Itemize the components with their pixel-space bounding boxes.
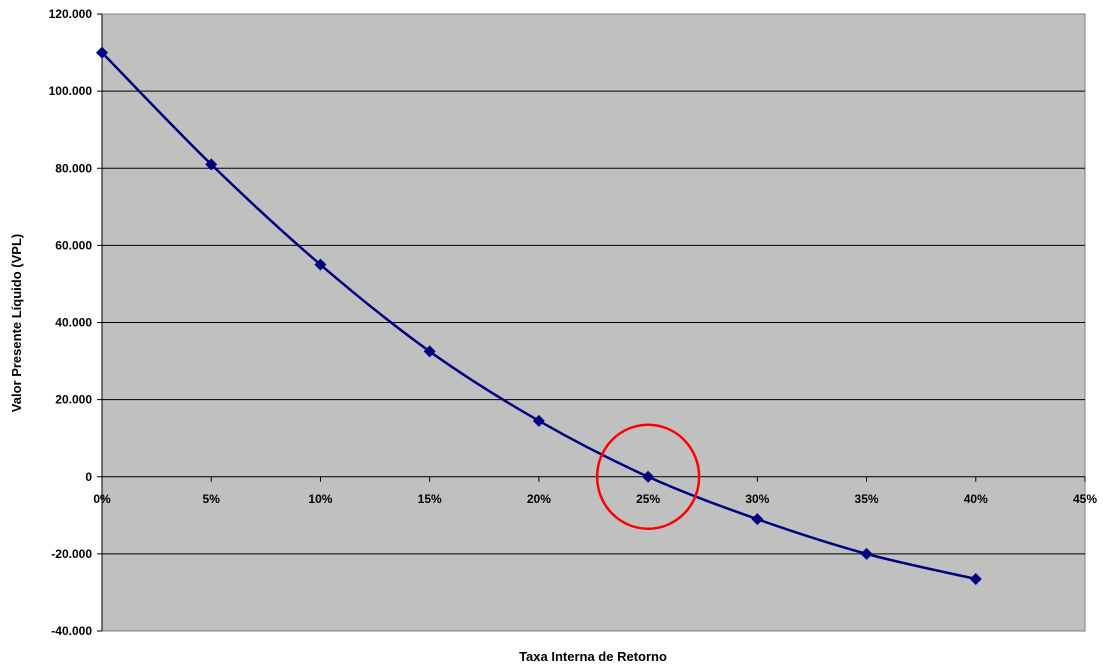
y-tick-labels: -40.000 -20.000 0 20.000 40.000 60.000 80.000 1…: [49, 7, 93, 638]
x-tick-label: 10%: [308, 492, 332, 506]
series: [96, 46, 982, 585]
highlight-circle: [595, 423, 701, 530]
data-point-marker: [96, 46, 108, 59]
annotations: [595, 423, 701, 530]
x-tick-label: 5%: [203, 492, 221, 506]
x-tick-label: 40%: [964, 492, 988, 506]
y-tick-label: 80.000: [55, 161, 92, 175]
x-tick-labels: 0% 5% 10% 15% 20% 25% 30% 35% 40% 45%: [93, 492, 1097, 506]
data-point-marker: [969, 572, 982, 585]
data-point-marker: [532, 414, 545, 427]
y-tick-label: 0: [85, 470, 92, 484]
data-point-marker: [860, 547, 873, 560]
series-line: [101, 51, 977, 581]
x-axis-title: Taxa Interna de Retorno: [519, 649, 667, 664]
gridlines: [102, 90, 1085, 555]
data-point-marker: [642, 470, 655, 483]
data-point-marker: [423, 345, 436, 358]
y-tick-label: 120.000: [49, 7, 93, 21]
data-point-marker: [751, 513, 764, 526]
x-tick-label: 0%: [93, 492, 111, 506]
y-tick-label: 100.000: [49, 84, 93, 98]
x-tick-label: 20%: [527, 492, 551, 506]
y-tick-label: -40.000: [51, 624, 92, 638]
y-tick-label: -20.000: [51, 547, 92, 561]
x-tick-label: 30%: [745, 492, 769, 506]
data-point-marker: [205, 158, 218, 171]
y-tick-label: 40.000: [55, 316, 92, 330]
x-tick-label: 35%: [855, 492, 879, 506]
x-tick-label: 15%: [418, 492, 442, 506]
y-tick-label: 60.000: [55, 238, 92, 252]
axes: [97, 13, 1086, 632]
y-tick-label: 20.000: [55, 393, 92, 407]
x-tick-label: 25%: [636, 492, 660, 506]
data-point-marker: [314, 258, 327, 271]
x-tick-label: 45%: [1073, 492, 1097, 506]
y-axis-title: Valor Presente Líquido (VPL): [9, 234, 24, 412]
